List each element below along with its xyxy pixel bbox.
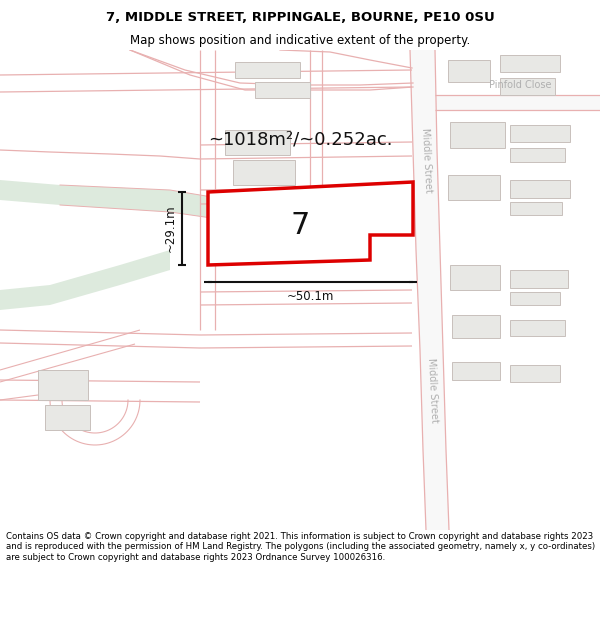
Polygon shape (510, 125, 570, 142)
Text: Contains OS data © Crown copyright and database right 2021. This information is : Contains OS data © Crown copyright and d… (6, 532, 595, 562)
Polygon shape (510, 180, 570, 198)
Polygon shape (255, 82, 310, 98)
Polygon shape (0, 180, 310, 230)
Polygon shape (510, 320, 565, 336)
Polygon shape (233, 160, 295, 185)
Text: ~1018m²/~0.252ac.: ~1018m²/~0.252ac. (208, 131, 392, 149)
Polygon shape (448, 60, 490, 82)
Polygon shape (0, 250, 170, 310)
Polygon shape (45, 405, 90, 430)
Polygon shape (510, 365, 560, 382)
Polygon shape (452, 362, 500, 380)
Polygon shape (510, 292, 560, 305)
Polygon shape (500, 55, 560, 72)
Text: ~29.1m: ~29.1m (163, 205, 176, 252)
Text: Middle Street: Middle Street (427, 357, 440, 422)
Polygon shape (0, 50, 600, 530)
Polygon shape (435, 95, 600, 110)
Text: 7: 7 (290, 211, 310, 239)
Polygon shape (448, 175, 500, 200)
Polygon shape (410, 50, 449, 530)
Polygon shape (255, 225, 325, 262)
Text: Middle Street: Middle Street (421, 127, 434, 192)
Polygon shape (235, 62, 300, 78)
Text: Pinfold Close: Pinfold Close (489, 80, 551, 90)
Text: Map shows position and indicative extent of the property.: Map shows position and indicative extent… (130, 34, 470, 47)
Polygon shape (510, 202, 562, 215)
Polygon shape (208, 182, 413, 265)
Polygon shape (38, 370, 88, 400)
Text: ~50.1m: ~50.1m (287, 289, 334, 302)
Polygon shape (510, 148, 565, 162)
Polygon shape (225, 130, 290, 155)
Text: 7, MIDDLE STREET, RIPPINGALE, BOURNE, PE10 0SU: 7, MIDDLE STREET, RIPPINGALE, BOURNE, PE… (106, 11, 494, 24)
Polygon shape (500, 78, 555, 95)
Polygon shape (450, 265, 500, 290)
Polygon shape (450, 122, 505, 148)
Polygon shape (452, 315, 500, 338)
Polygon shape (510, 270, 568, 288)
